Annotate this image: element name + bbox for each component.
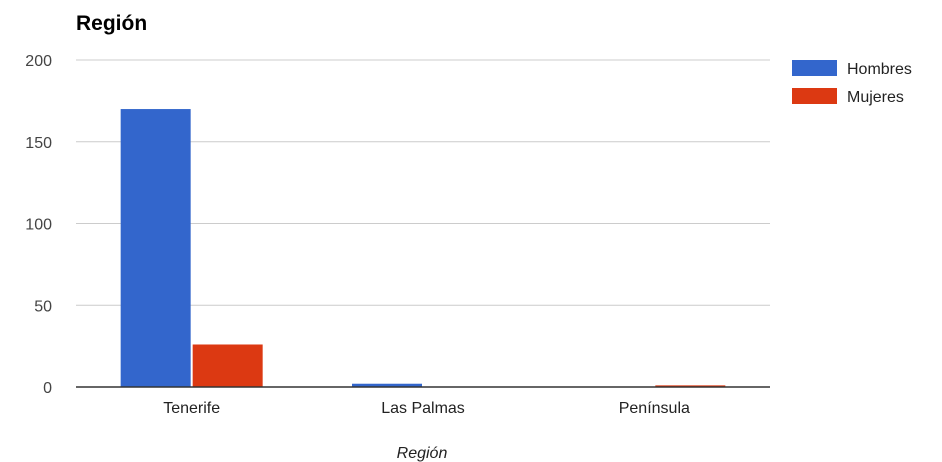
y-tick-label: 0 [43,380,52,397]
y-axis-ticks: 0 50 100 150 200 [25,53,52,397]
y-tick-label: 100 [25,217,52,234]
grid-lines [76,59,770,306]
y-tick-label: 150 [25,135,52,152]
x-axis-label: Región [397,445,448,462]
x-category-label: Tenerife [163,400,220,417]
legend: Hombres Mujeres [792,60,912,106]
legend-label-hombres: Hombres [847,61,912,78]
x-category-label: Las Palmas [381,400,465,417]
bar-hombres-1 [352,383,422,387]
x-category-label: Península [619,400,690,417]
chart-title: Región [76,12,147,35]
bars [120,109,726,388]
y-tick-label: 50 [34,298,52,315]
y-tick-label: 200 [25,53,52,70]
x-axis-categories: Tenerife Las Palmas Península [163,400,690,417]
bar-mujeres-2 [655,385,726,387]
bar-mujeres-0 [192,344,263,387]
legend-swatch-mujeres [792,88,837,104]
legend-label-mujeres: Mujeres [847,89,904,106]
legend-swatch-hombres [792,60,837,76]
bar-hombres-0 [120,109,191,388]
